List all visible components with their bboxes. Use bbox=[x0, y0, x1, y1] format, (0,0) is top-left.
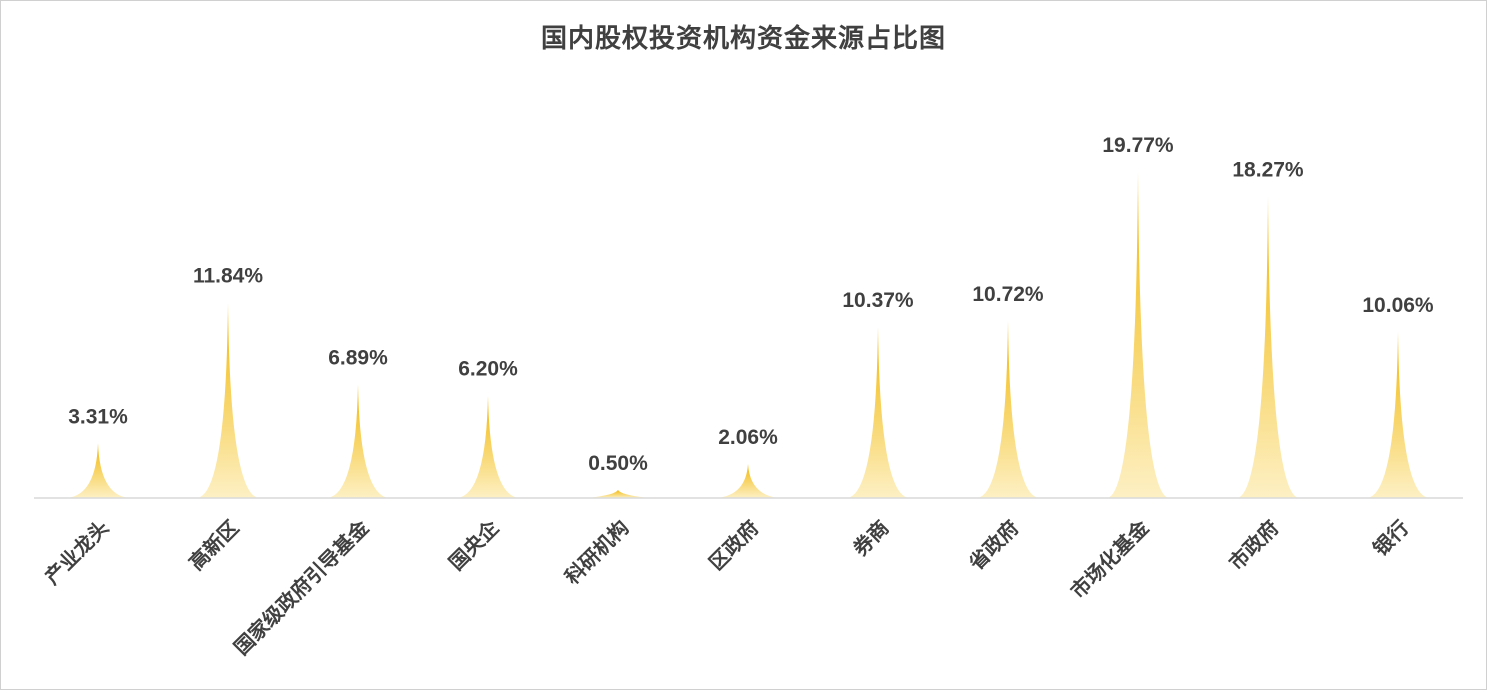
data-label: 6.89% bbox=[328, 346, 388, 369]
data-label: 6.20% bbox=[458, 358, 518, 381]
bar-peak bbox=[1107, 171, 1169, 499]
data-label: 18.27% bbox=[1232, 159, 1304, 182]
x-tick-label: 省政府 bbox=[963, 515, 1023, 575]
x-tick-label: 国央企 bbox=[444, 515, 504, 575]
x-tick-label: 银行 bbox=[1368, 515, 1413, 560]
data-label: 19.77% bbox=[1102, 134, 1174, 157]
bar-peak bbox=[197, 302, 259, 498]
chart-title: 国内股权投资机构资金来源占比图 bbox=[540, 24, 946, 54]
data-label: 2.06% bbox=[718, 426, 778, 449]
bar-peak bbox=[847, 326, 909, 498]
bar-peak bbox=[1237, 196, 1299, 499]
data-label: 0.50% bbox=[588, 452, 648, 475]
data-label: 11.84% bbox=[193, 265, 263, 288]
x-tick-label: 产业龙头 bbox=[40, 515, 114, 589]
x-tick-label: 国家级政府引导基金 bbox=[229, 515, 374, 660]
x-tick-label: 科研机构 bbox=[560, 515, 634, 589]
bar-peak bbox=[1367, 332, 1429, 498]
bar-peak bbox=[717, 464, 779, 498]
data-label: 10.06% bbox=[1362, 294, 1434, 317]
bar-peak bbox=[457, 395, 519, 498]
data-label: 10.72% bbox=[972, 283, 1044, 306]
data-label: 3.31% bbox=[68, 405, 128, 428]
bar-peak bbox=[587, 489, 649, 498]
x-tick-label: 市政府 bbox=[1224, 515, 1283, 574]
bar-peak bbox=[327, 384, 389, 498]
x-tick-label: 区政府 bbox=[704, 515, 763, 574]
bar-peak bbox=[977, 321, 1039, 498]
x-tick-label: 市场化基金 bbox=[1066, 515, 1154, 603]
x-tick-label: 券商 bbox=[847, 515, 893, 561]
data-label: 10.37% bbox=[842, 289, 914, 312]
x-tick-label: 高新区 bbox=[184, 515, 243, 574]
bar-peak bbox=[67, 443, 129, 498]
